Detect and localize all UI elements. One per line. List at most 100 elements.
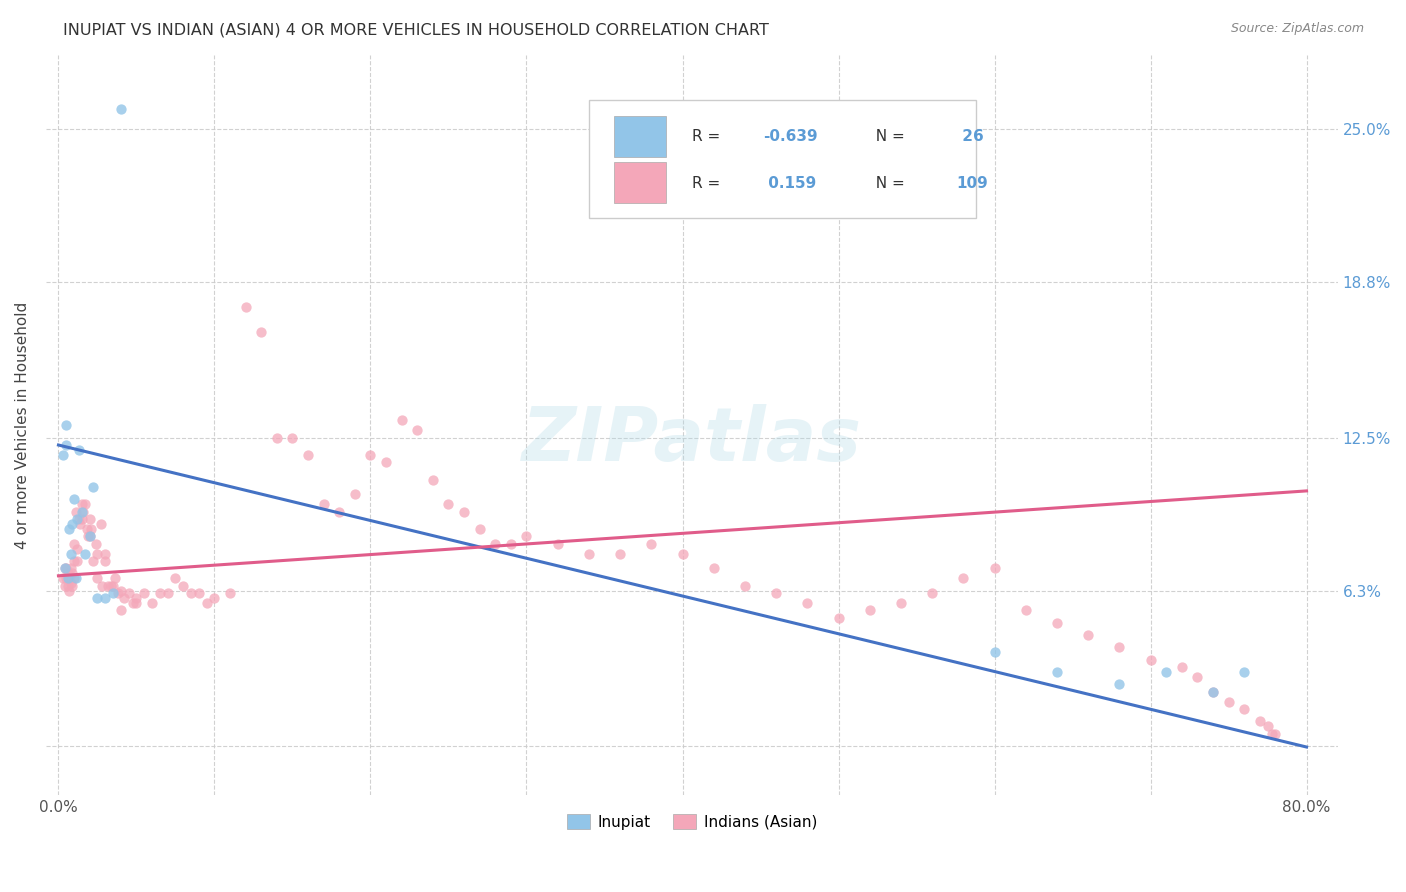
Point xyxy=(266,431,288,445)
Point xyxy=(70,505,93,519)
Point xyxy=(79,529,101,543)
Point xyxy=(62,579,84,593)
Point xyxy=(235,300,257,314)
Point xyxy=(110,103,132,117)
Point xyxy=(343,487,366,501)
Legend: Inupiat, Indians (Asian): Inupiat, Indians (Asian) xyxy=(561,807,824,836)
Point xyxy=(468,522,491,536)
FancyBboxPatch shape xyxy=(589,100,976,218)
Text: 26: 26 xyxy=(956,129,983,145)
Point xyxy=(59,561,82,575)
Point xyxy=(827,611,849,625)
Point xyxy=(67,512,90,526)
Point xyxy=(156,586,179,600)
Point xyxy=(406,423,429,437)
Point xyxy=(82,480,104,494)
Point xyxy=(101,579,124,593)
Point xyxy=(375,455,398,469)
Point xyxy=(312,497,335,511)
Point xyxy=(671,547,693,561)
Point xyxy=(499,537,522,551)
Point xyxy=(65,505,87,519)
Point xyxy=(149,586,172,600)
Text: 109: 109 xyxy=(956,176,988,191)
Point xyxy=(187,586,209,600)
Point xyxy=(66,541,89,556)
Point xyxy=(53,561,76,575)
Point xyxy=(1108,677,1130,691)
Point xyxy=(107,586,129,600)
Point xyxy=(62,516,84,531)
Point xyxy=(77,529,100,543)
Text: R =: R = xyxy=(692,129,725,145)
Point xyxy=(122,596,145,610)
Point xyxy=(165,571,187,585)
Point xyxy=(63,492,86,507)
Point xyxy=(110,603,132,617)
Point xyxy=(101,586,124,600)
Point xyxy=(328,505,350,519)
Point xyxy=(94,547,117,561)
Point xyxy=(100,579,122,593)
Point xyxy=(359,448,381,462)
Point xyxy=(94,591,117,605)
Point xyxy=(70,512,93,526)
Point xyxy=(110,583,132,598)
Point xyxy=(1139,653,1161,667)
Point xyxy=(141,596,163,610)
Point xyxy=(765,586,787,600)
Point xyxy=(67,442,90,457)
Point xyxy=(952,571,974,585)
Point xyxy=(69,516,91,531)
Point xyxy=(219,586,242,600)
Point xyxy=(63,537,86,551)
Point xyxy=(1015,603,1038,617)
Point xyxy=(79,529,101,543)
Point xyxy=(63,571,86,585)
Point xyxy=(94,554,117,568)
Point xyxy=(1046,615,1069,630)
Point xyxy=(59,576,82,591)
Point xyxy=(1233,665,1256,679)
Point xyxy=(55,571,77,585)
Point xyxy=(86,547,108,561)
Point xyxy=(134,586,156,600)
Point xyxy=(1046,665,1069,679)
Point xyxy=(422,473,444,487)
Point xyxy=(1261,727,1284,741)
Point xyxy=(125,591,148,605)
Point xyxy=(1154,665,1177,679)
Point xyxy=(250,325,273,339)
Point xyxy=(97,579,120,593)
Point xyxy=(82,554,104,568)
Point xyxy=(125,596,148,610)
Point xyxy=(1171,660,1194,674)
Point xyxy=(1257,719,1279,733)
Point xyxy=(58,522,80,536)
Point xyxy=(59,547,82,561)
Point xyxy=(204,591,226,605)
Point xyxy=(921,586,943,600)
Point xyxy=(55,561,77,575)
Point xyxy=(118,586,141,600)
Point xyxy=(609,547,631,561)
Point xyxy=(70,497,93,511)
Point xyxy=(1218,695,1240,709)
Point xyxy=(1202,685,1225,699)
Point xyxy=(640,537,662,551)
Point xyxy=(391,413,413,427)
Point xyxy=(1077,628,1099,642)
Point xyxy=(84,537,107,551)
Point xyxy=(281,431,304,445)
Y-axis label: 4 or more Vehicles in Household: 4 or more Vehicles in Household xyxy=(15,301,30,549)
Point xyxy=(859,603,882,617)
Point xyxy=(547,537,569,551)
Point xyxy=(58,571,80,585)
Point xyxy=(79,512,101,526)
Point xyxy=(63,554,86,568)
Point xyxy=(65,571,87,585)
Point xyxy=(55,438,77,452)
Point xyxy=(56,579,79,593)
Point xyxy=(72,505,94,519)
Point xyxy=(73,497,96,511)
